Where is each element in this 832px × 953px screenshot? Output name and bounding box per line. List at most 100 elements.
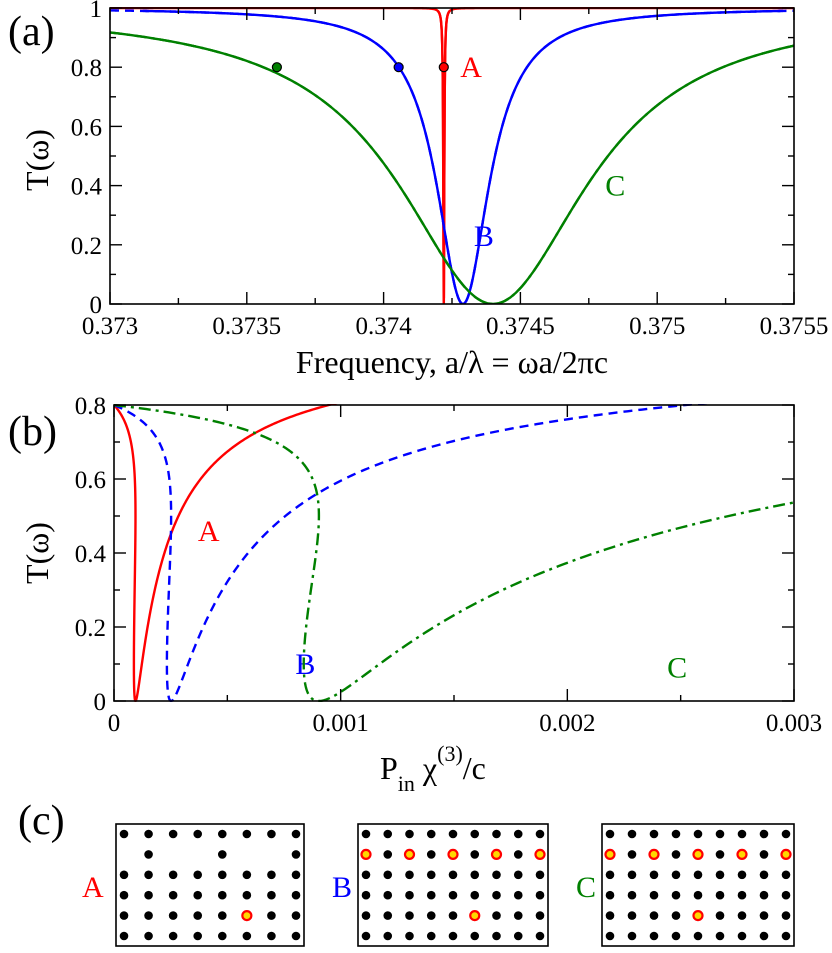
panel-b-ytick-label: 0.8 — [75, 393, 106, 420]
lattice-rod — [168, 829, 178, 839]
lattice-rod — [605, 870, 615, 880]
panel-a-series-C — [110, 31, 794, 304]
lattice-rod — [361, 890, 371, 900]
panel-b-ticks: 0 0.001 0.002 0.003 0 0.2 0.4 0.6 0.8 — [75, 393, 822, 737]
lattice-defect — [604, 848, 616, 861]
lattice-rod — [383, 931, 393, 941]
panel-a-ytick-label: 1 — [90, 0, 103, 23]
lattice-rod — [470, 931, 480, 941]
lattice-rod — [649, 890, 659, 900]
lattice-rod — [759, 829, 769, 839]
lattice-defect — [403, 848, 416, 861]
lattice-rod — [605, 829, 615, 839]
lattice-rod — [715, 850, 725, 859]
lattice-rod — [405, 870, 414, 880]
lattice-rod — [193, 829, 203, 839]
lattice-rod — [267, 870, 276, 880]
panel-a-series-A-core — [436, 10, 451, 304]
lattice-defect — [692, 848, 704, 861]
panel-a-frame — [109, 7, 795, 305]
panel-a-marker-B — [393, 62, 404, 73]
lattice-rod — [693, 870, 703, 880]
lattice-rod — [242, 890, 252, 900]
panel-a-ylabel: T(ω) — [19, 129, 55, 191]
panel-a-ytick-label: 0.6 — [71, 114, 102, 141]
panel-b-ytick-label: 0 — [94, 689, 107, 716]
lattice-rod — [168, 911, 178, 920]
panel-a-xtick-label: 0.373 — [82, 313, 138, 340]
lattice-defect — [447, 848, 459, 861]
lattice-rod — [242, 931, 252, 941]
lattice-rod — [144, 911, 153, 920]
lattice-rod — [119, 890, 129, 900]
lattice-rod — [715, 870, 725, 880]
panel-b-series-A — [114, 404, 338, 702]
lattice-rod — [193, 890, 203, 900]
lattice-rod — [513, 829, 523, 839]
lattice-rod — [144, 850, 153, 859]
lattice-rod — [627, 870, 637, 880]
lattice-rod — [627, 931, 637, 941]
panel-b-xtick-label: 0.003 — [766, 710, 822, 737]
lattice-rod — [383, 850, 393, 859]
lattice-rod — [405, 890, 414, 900]
lattice-rod — [168, 870, 178, 880]
lattice-rod — [671, 850, 681, 859]
lattice-label-C: C — [576, 871, 596, 904]
lattice-rod — [383, 890, 393, 900]
xlabel-sub: in — [398, 771, 415, 796]
panel-b-series-C — [114, 404, 794, 702]
lattice-rod — [361, 870, 371, 880]
panel-b-plot: A B C — [114, 404, 794, 702]
lattice-rod — [267, 911, 276, 920]
lattice-defect — [780, 848, 792, 861]
lattice-rod — [405, 829, 414, 839]
lattice-rod — [715, 829, 725, 839]
xlabel-sup: (3) — [437, 741, 463, 766]
lattice-rod — [627, 850, 637, 859]
lattice-rod — [759, 911, 769, 920]
panel-c: (c) A B C — [18, 798, 795, 947]
lattice-rod — [671, 829, 681, 839]
xlabel-chi: χ — [415, 750, 438, 786]
lattice-rod — [193, 870, 203, 880]
lattice-rod — [426, 870, 436, 880]
panel-a-xtick-label: 0.375 — [629, 313, 685, 340]
lattice-rod — [168, 890, 178, 900]
lattice-defect — [241, 909, 253, 922]
lattice-rod — [217, 850, 227, 859]
lattice-rod — [781, 890, 791, 900]
lattice-rod — [759, 870, 769, 880]
panel-a-xtick-label: 0.3735 — [212, 313, 281, 340]
panel-b-curve-label-A: A — [198, 515, 220, 548]
lattice-rod — [383, 870, 393, 880]
lattice-rod — [217, 890, 227, 900]
lattice-rod — [242, 829, 252, 839]
lattice-rod — [217, 931, 227, 941]
lattice-rod — [470, 870, 480, 880]
panel-b-xtick-label: 0.002 — [539, 710, 595, 737]
lattice-rod — [649, 870, 659, 880]
lattice-rod — [448, 890, 458, 900]
lattice-rod — [448, 911, 458, 920]
panel-b-ytick-label: 0.4 — [75, 541, 107, 568]
lattice-rod — [737, 870, 747, 880]
lattice-rod — [267, 890, 276, 900]
lattice-rod — [361, 931, 371, 941]
lattice-rod — [492, 911, 501, 920]
lattice-rod — [737, 911, 747, 920]
lattice-rod — [361, 911, 371, 920]
panel-b-curve-label-C: C — [667, 652, 687, 685]
lattice-rod — [693, 829, 703, 839]
panel-c-label: (c) — [18, 798, 65, 844]
panel-a-label: (a) — [8, 9, 55, 55]
panel-b-ylabel: T(ω) — [19, 522, 55, 584]
lattice-rod — [291, 911, 301, 920]
panel-b-xtick-label: 0 — [108, 710, 121, 737]
lattice-rod — [144, 890, 153, 900]
panel-b-label: (b) — [8, 409, 57, 455]
lattice-rod — [242, 870, 252, 880]
lattice-rod — [535, 931, 545, 941]
panel-b-curve-label-B: B — [295, 648, 315, 681]
lattice-rod — [649, 931, 659, 941]
